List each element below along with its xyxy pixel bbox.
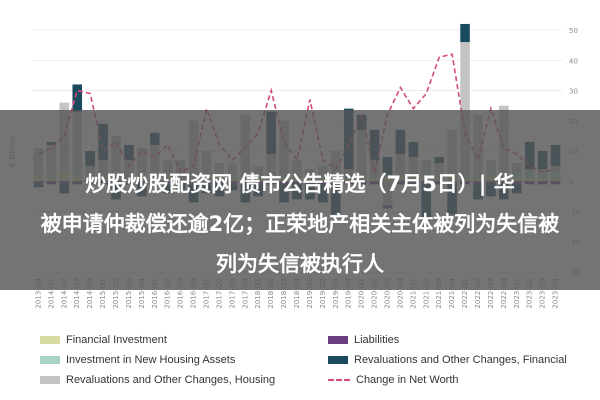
x-tick-label: 2016-Q1 (151, 278, 159, 309)
legend-swatch (328, 356, 348, 364)
x-tick-label: 2022-Q2 (474, 278, 482, 309)
legend-label: Revaluations and Other Changes, Financia… (354, 354, 567, 366)
x-tick-label: 2022-Q4 (500, 277, 508, 308)
x-tick-label: 2016-Q4 (190, 277, 198, 308)
x-tick-label: 2018-Q4 (293, 277, 301, 308)
x-tick-label: 2022-Q1 (461, 278, 469, 309)
x-tick-label: 2017-Q3 (228, 278, 236, 309)
legend-label: Revaluations and Other Changes, Housing (66, 374, 276, 386)
x-tick-label: 2021-Q3 (435, 278, 443, 309)
y-tick-label: 50 (569, 27, 578, 35)
x-tick-label: 2013-Q4 (34, 277, 42, 308)
legend-swatch (328, 379, 350, 381)
x-tick-label: 2017-Q2 (215, 278, 223, 309)
legend-swatch (40, 356, 60, 364)
x-tick-label: 2021-Q4 (448, 277, 456, 308)
x-tick-label: 2021-Q1 (409, 278, 417, 309)
x-tick-label: 2020-Q2 (371, 278, 379, 309)
bar-revaluations-and-other-changes-financial (460, 23, 470, 43)
x-tick-label: 2014-Q3 (73, 278, 81, 309)
x-tick-label: 2015-Q1 (99, 278, 107, 309)
x-tick-label: 2022-Q3 (487, 278, 495, 309)
x-tick-label: 2018-Q1 (254, 278, 262, 309)
headline-banner: 炒股炒股配资网 债市公告精选（7月5日）| 华 被申请仲裁偿还逾2亿；正荣地产相… (0, 110, 600, 290)
legend-item: Change in Net Worth (328, 374, 459, 386)
legend-label: Change in Net Worth (356, 374, 459, 386)
x-tick-label: 2017-Q1 (203, 278, 211, 309)
legend-swatch (328, 336, 348, 344)
legend-label: Investment in New Housing Assets (66, 354, 236, 366)
x-tick-label: 2018-Q3 (280, 278, 288, 309)
x-tick-label: 2015-Q3 (125, 278, 133, 309)
legend-item: Revaluations and Other Changes, Financia… (328, 354, 567, 366)
bar-revaluations-and-other-changes-housing (460, 42, 470, 176)
x-tick-label: 2021-Q2 (422, 278, 430, 309)
x-tick-label: 2019-Q4 (345, 277, 353, 308)
legend-swatch (40, 336, 60, 344)
x-tick-label: 2015-Q4 (138, 277, 146, 308)
legend-label: Financial Investment (66, 334, 167, 346)
x-tick-label: 2023-Q2 (526, 278, 534, 309)
legend-label: Liabilities (354, 334, 400, 346)
x-tick-label: 2014-Q2 (60, 278, 68, 309)
x-tick-label: 2014-Q1 (47, 278, 55, 309)
headline-line-2: 被申请仲裁偿还逾2亿；正荣地产相关主体被列为失信被 (40, 212, 560, 236)
x-tick-label: 2018-Q2 (267, 278, 275, 309)
legend-item: Investment in New Housing Assets (40, 354, 235, 366)
x-tick-label: 2019-Q3 (332, 278, 340, 309)
legend-swatch (40, 376, 60, 384)
x-tick-label: 2019-Q1 (306, 278, 314, 309)
headline-line-3: 列为失信被执行人 (216, 252, 384, 276)
x-tick-label: 2020-Q3 (383, 278, 391, 309)
y-tick-label: 40 (569, 57, 578, 65)
x-tick-label: 2014-Q4 (86, 277, 94, 308)
x-tick-label: 2016-Q3 (177, 278, 185, 309)
x-tick-label: 2016-Q2 (164, 278, 172, 309)
x-tick-label: 2017-Q4 (241, 277, 249, 308)
bar-revaluations-and-other-changes-financial (72, 84, 83, 112)
x-tick-label: 2019-Q2 (319, 278, 327, 309)
legend-item: Revaluations and Other Changes, Housing (40, 374, 275, 386)
x-tick-label: 2023-Q4 (552, 277, 560, 308)
x-tick-label: 2015-Q2 (112, 278, 120, 309)
x-tick-label: 2023-Q1 (513, 278, 521, 309)
headline-line-1: 炒股炒股配资网 债市公告精选（7月5日）| 华 (85, 172, 515, 196)
x-tick-label: 2020-Q4 (396, 277, 404, 308)
legend-item: Financial Investment (40, 334, 167, 346)
y-tick-label: 30 (569, 88, 578, 96)
legend: Financial Investment Liabilities Investmen… (40, 334, 580, 394)
x-tick-label: 2020-Q1 (358, 278, 366, 309)
x-tick-label: 2023-Q3 (539, 278, 547, 309)
legend-item: Liabilities (328, 334, 399, 346)
